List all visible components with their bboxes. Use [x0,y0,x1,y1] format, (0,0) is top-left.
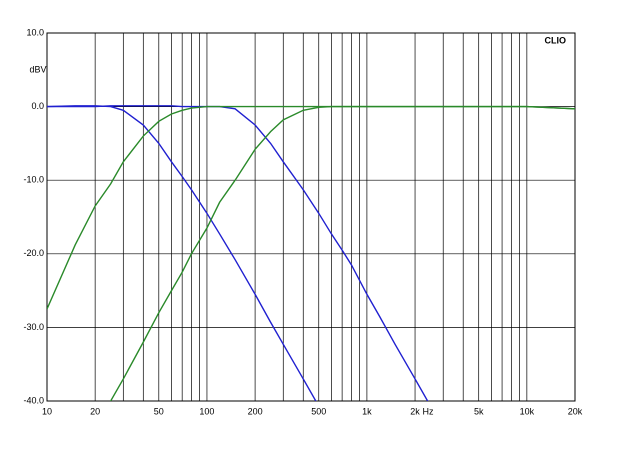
x-tick-label: 20 [90,406,100,416]
y-tick-label: -10.0 [23,175,44,185]
x-tick-label: 500 [311,406,326,416]
y-tick-label: 0.0 [31,101,44,111]
x-tick-label: 2k [410,406,420,416]
plot-frame [46,32,576,402]
x-tick-label: 5k [474,406,484,416]
series-line [109,105,575,401]
annotation: CLIO [545,35,567,45]
x-tick-label: 10k [520,406,535,416]
plot-area [47,105,575,401]
x-tick-label: 20k [568,406,583,416]
y-tick-label: -40.0 [23,395,44,405]
y-tick-label: -20.0 [23,248,44,258]
x-axis-label: Hz [423,406,434,416]
x-tick-label: 10 [42,406,52,416]
x-tick-label: 50 [154,406,164,416]
x-tick-label: 1k [362,406,372,416]
y-tick-label: -30.0 [23,322,44,332]
series-line [47,105,317,401]
x-tick-label: 100 [199,406,214,416]
x-tick-label: 200 [248,406,263,416]
series-line [47,105,429,401]
y-tick-label: 10.0 [26,27,44,37]
y-axis-label: dBV [29,64,46,74]
